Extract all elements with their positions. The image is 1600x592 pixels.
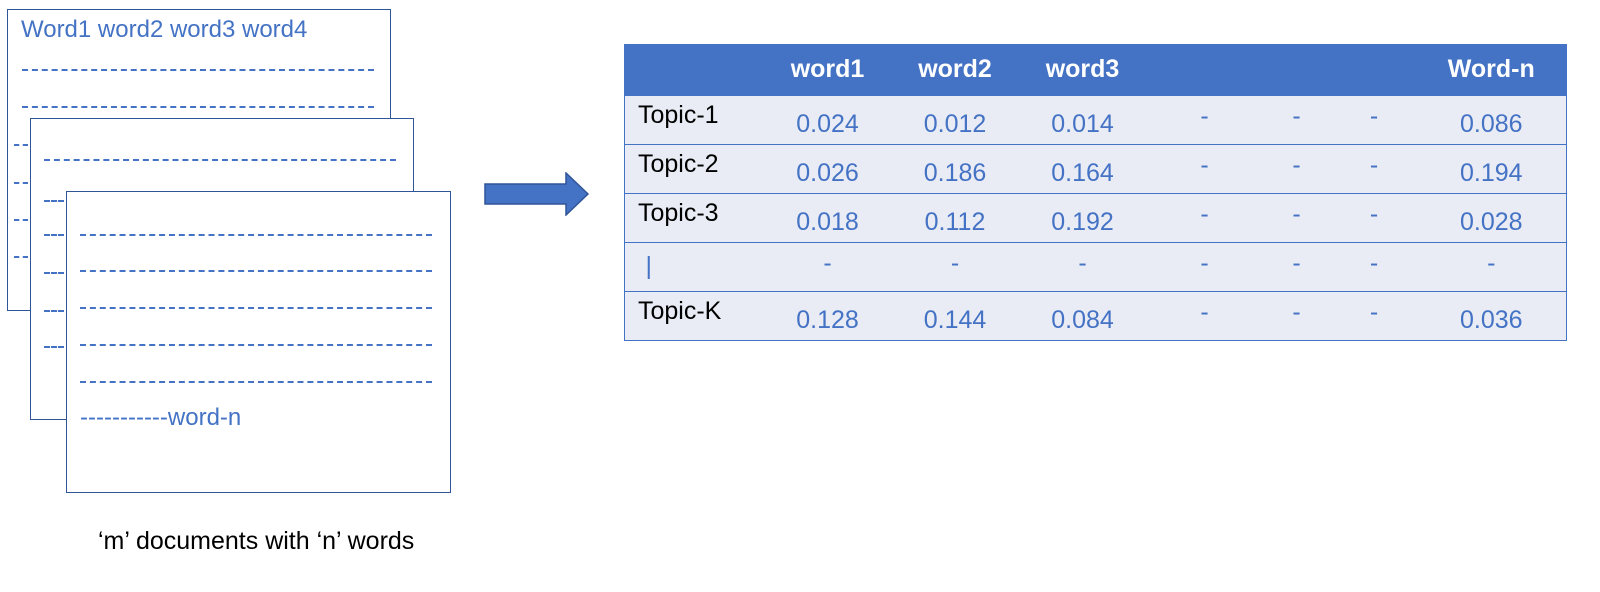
- text-line-stub: [44, 346, 64, 348]
- table-cell: 0.144: [923, 306, 987, 334]
- table-cell: -: [1078, 249, 1087, 277]
- table-cell: -: [1292, 102, 1301, 130]
- table-cell: 0.192: [1051, 208, 1114, 236]
- table-cell: -: [950, 249, 960, 277]
- table-cell: -: [1292, 151, 1301, 179]
- text-line: [22, 69, 374, 71]
- table-cell: 0.018: [796, 208, 859, 236]
- text-line-stub: [14, 182, 28, 184]
- text-line-stub: [14, 219, 28, 221]
- topic-label: Topic-2: [638, 150, 719, 178]
- text-line-stub: [44, 272, 64, 274]
- documents-caption: ‘m’ documents with ‘n’ words: [98, 527, 415, 555]
- document-first-line: Word1 word2 word3 word4: [21, 16, 308, 43]
- table-cell: -: [1487, 249, 1496, 277]
- header-cell: Word-n: [1447, 54, 1535, 83]
- table-cell: 0.014: [1051, 110, 1114, 138]
- table-cell: 0.036: [1459, 306, 1523, 334]
- header-cell: [625, 44, 763, 95]
- topic-label: Topic-3: [638, 199, 719, 227]
- text-line: [80, 344, 432, 346]
- table-cell: -: [1369, 249, 1379, 277]
- table-row: Topic-1 0.024 0.012 0.014 - - - 0.086: [624, 95, 1567, 144]
- table-cell: -: [1200, 200, 1209, 228]
- table-cell: 0.128: [796, 306, 859, 334]
- table-row: Topic-K 0.128 0.144 0.084 - - - 0.036: [624, 291, 1567, 340]
- topic-word-table: word1 word2 word3 Word-n Topic-1 0.024 0…: [624, 44, 1567, 341]
- table-cell: -: [1200, 249, 1209, 277]
- header-cell: [1332, 44, 1417, 95]
- text-line: [44, 159, 396, 161]
- topic-label: Topic-K: [638, 297, 722, 325]
- table-cell: -: [1369, 200, 1379, 228]
- table-row: Topic-2 0.026 0.186 0.164 - - - 0.194: [624, 144, 1567, 193]
- table-cell: 0.164: [1051, 159, 1114, 187]
- text-line-stub: [14, 144, 28, 146]
- table-header-row: word1 word2 word3 Word-n: [624, 44, 1567, 95]
- table-cell: -: [1200, 298, 1209, 326]
- table-cell: -: [1200, 102, 1209, 130]
- table-cell: 0.028: [1459, 208, 1523, 236]
- text-line: [80, 270, 432, 272]
- table-cell: 0.024: [796, 110, 859, 138]
- table-cell: 0.026: [796, 159, 859, 187]
- header-cell: word1: [790, 54, 865, 83]
- header-cell: [1262, 44, 1332, 95]
- table-row: | - - - - - - -: [624, 242, 1567, 291]
- table-cell: 0.084: [1051, 306, 1114, 334]
- topic-label: Topic-1: [638, 101, 719, 129]
- table-cell: -: [823, 249, 832, 277]
- table-cell: -: [1292, 200, 1301, 228]
- table-cell: 0.012: [923, 110, 987, 138]
- right-arrow-icon: [484, 172, 590, 216]
- table-cell: -: [1292, 249, 1301, 277]
- text-line: [80, 381, 432, 383]
- table-cell: -: [1369, 151, 1379, 179]
- table-cell: 0.186: [923, 159, 987, 187]
- text-line-stub: [44, 310, 64, 312]
- table-row: Topic-3 0.018 0.112 0.192 - - - 0.028: [624, 193, 1567, 242]
- document-front: -----------word-n: [66, 191, 451, 493]
- document-last-line: -----------word-n: [80, 404, 242, 431]
- text-line: [22, 106, 374, 108]
- text-line: [80, 307, 432, 309]
- table-cell: -: [1292, 298, 1301, 326]
- text-line-stub: [14, 256, 28, 258]
- text-line: [80, 234, 432, 236]
- topic-label: |: [645, 252, 653, 280]
- table-cell: -: [1369, 102, 1379, 130]
- header-cell: word2: [918, 54, 992, 83]
- table-cell: -: [1200, 151, 1209, 179]
- table-cell: 0.112: [924, 208, 986, 236]
- table-cell: -: [1369, 298, 1379, 326]
- header-cell: word3: [1045, 54, 1120, 83]
- table-cell: 0.194: [1459, 159, 1523, 187]
- table-cell: 0.086: [1459, 110, 1523, 138]
- header-cell: [1148, 44, 1262, 95]
- text-line-stub: [44, 200, 64, 202]
- text-line-stub: [44, 234, 64, 236]
